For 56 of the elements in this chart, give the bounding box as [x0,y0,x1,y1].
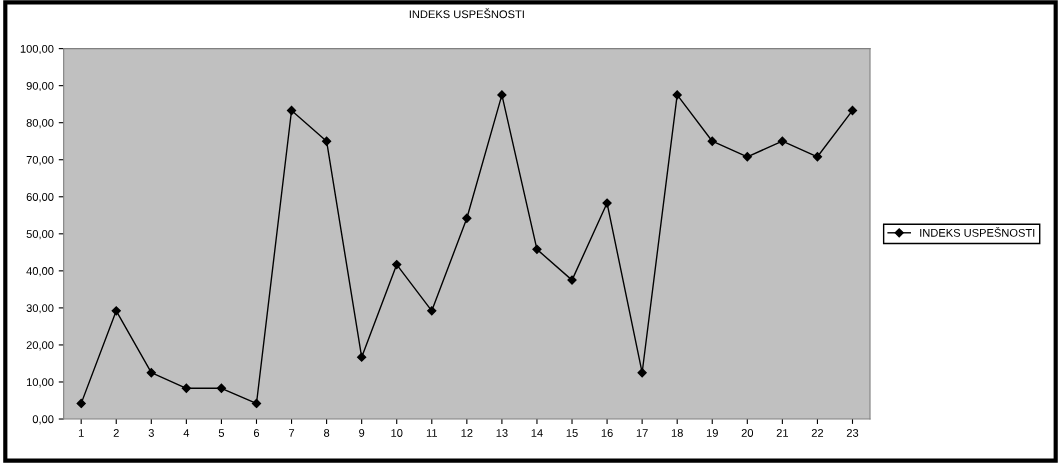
x-tick-label: 21 [776,429,789,437]
x-tick-label: 7 [289,429,295,437]
x-tick-label: 6 [253,429,260,437]
legend-label: INDEKS USPEŠNOSTI [920,226,1035,237]
point [532,244,542,254]
x-tick-label: 4 [183,429,190,437]
point [672,90,682,100]
y-tick-label: 70,00 [26,156,54,166]
point [321,136,332,146]
x-tick-label: 20 [741,429,754,437]
y-tick-label: 90,00 [26,81,54,92]
y-tick-label: 30,00 [26,304,54,314]
x-tick-label: 15 [566,429,578,437]
x-tick-label: 11 [426,429,438,437]
x-tick-label: 1 [78,429,84,437]
y-tick-label: 10,00 [26,378,54,388]
x-tick-label: 13 [496,429,508,437]
point [76,398,86,409]
point [216,383,227,393]
x-tick-label: 18 [671,429,683,437]
y-tick-label: 0,00 [32,415,54,425]
y-tick-label: 100,00 [20,44,54,55]
y-tick-label: 80,00 [26,118,54,129]
y-tick-label: 40,00 [26,267,54,277]
point [707,136,717,146]
x-tick-label: 19 [706,429,718,437]
point [777,136,787,146]
point [602,198,612,208]
point [637,368,647,378]
x-tick-label: 2 [113,429,119,437]
y-tick-label: 20,00 [26,341,54,351]
x-tick-label: 17 [636,429,648,437]
point [427,306,437,316]
point [462,213,472,223]
point [111,306,121,316]
point [146,368,156,378]
x-tick-label: 14 [531,429,543,437]
x-tick-label: 16 [601,429,613,437]
point [392,259,402,270]
x-tick-label: 12 [461,429,473,437]
point [357,352,367,362]
y-tick-label: 60,00 [26,193,54,203]
point [812,152,823,162]
x-tick-label: 8 [324,429,330,437]
x-tick-label: 9 [359,429,365,437]
chart-title: INDEKS USPEŠNOSTI [409,8,524,19]
point [181,383,191,393]
y-tick-label: 50,00 [26,230,54,240]
x-tick-label: 22 [811,429,824,437]
point [567,275,577,285]
x-tick-label: 5 [218,429,225,437]
point [497,90,507,100]
x-tick-label: 10 [391,429,403,437]
point [742,152,752,162]
x-tick-label: 23 [846,429,859,437]
x-tick-label: 3 [148,429,154,437]
